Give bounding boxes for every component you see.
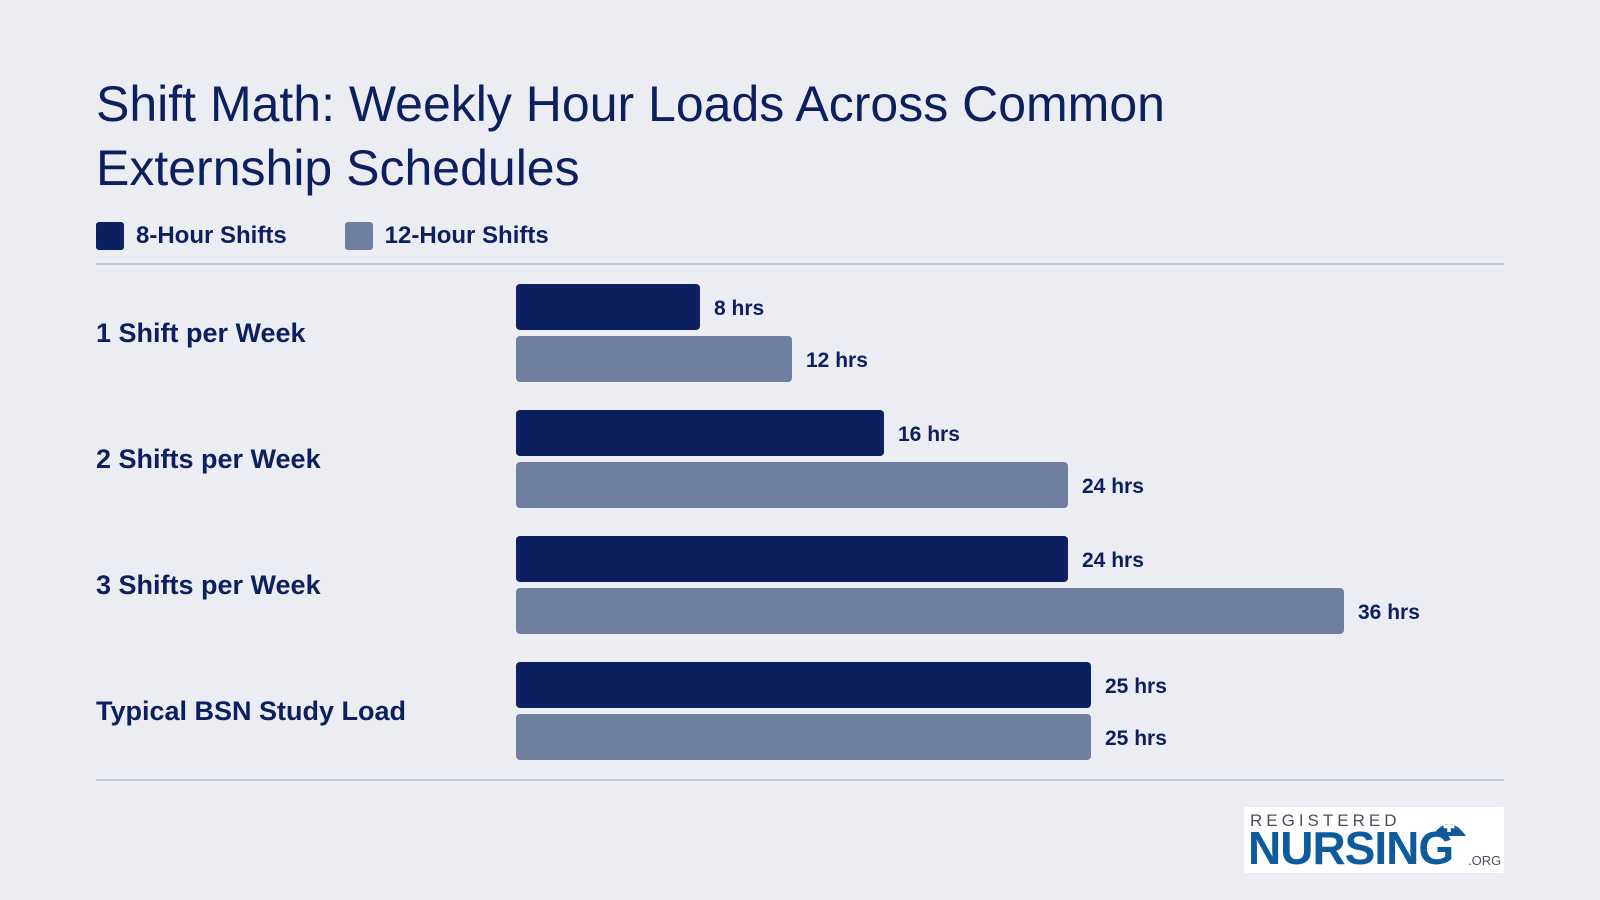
legend-label-8-hour: 8-Hour Shifts	[136, 222, 287, 249]
legend-item-8-hour: 8-Hour Shifts	[96, 222, 287, 250]
legend-item-12-hour: 12-Hour Shifts	[344, 222, 549, 250]
bar	[516, 588, 1344, 634]
category-label: 1 Shift per Week	[96, 318, 307, 348]
bar	[516, 284, 700, 330]
bar-value-label: 12 hrs	[806, 349, 868, 372]
legend-swatch-8-hour	[96, 222, 124, 250]
category-label: 3 Shifts per Week	[96, 570, 322, 600]
registered-nursing-logo: REGISTERED NURSING .ORG	[1244, 807, 1504, 874]
legend-swatch-12-hour	[344, 222, 373, 250]
bar-value-label: 16 hrs	[898, 423, 960, 446]
logo-main-text: NURSING	[1248, 822, 1454, 874]
legend-label-12-hour: 12-Hour Shifts	[384, 222, 549, 249]
bar-value-label: 36 hrs	[1358, 601, 1420, 624]
chart-title: Shift Math: Weekly Hour Loads Across Com…	[96, 76, 1165, 196]
logo-top-text: REGISTERED	[1250, 811, 1401, 830]
bar-value-label: 25 hrs	[1105, 675, 1167, 698]
bar	[516, 410, 884, 456]
bar-value-label: 25 hrs	[1105, 727, 1167, 750]
category-label: Typical BSN Study Load	[96, 696, 406, 726]
logo-suffix-text: .ORG	[1468, 853, 1502, 868]
bar	[516, 336, 792, 382]
bar	[516, 714, 1091, 760]
bar-value-label: 24 hrs	[1082, 549, 1144, 572]
category-label: 2 Shifts per Week	[96, 444, 322, 474]
bar	[516, 662, 1091, 708]
chart-legend: 8-Hour Shifts 12-Hour Shifts	[96, 222, 607, 250]
bar-value-label: 8 hrs	[714, 297, 764, 320]
bar	[516, 536, 1068, 582]
nurse-cap-icon	[1432, 821, 1466, 836]
bar	[516, 462, 1068, 508]
bar-value-label: 24 hrs	[1082, 475, 1144, 498]
